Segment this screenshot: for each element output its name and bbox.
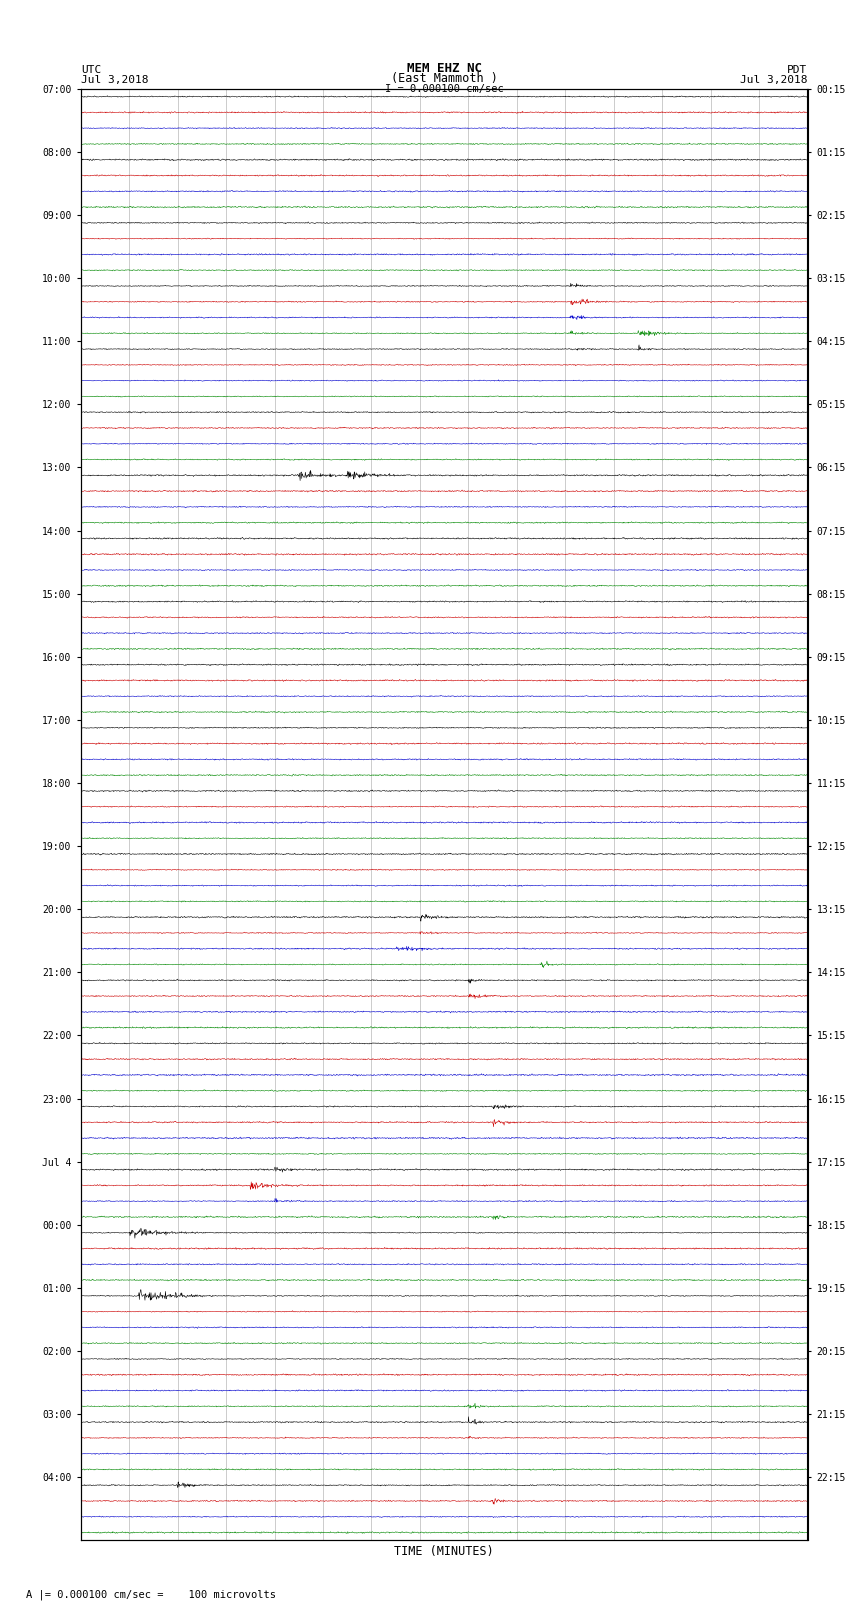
- Text: UTC: UTC: [81, 65, 101, 76]
- Text: Jul 3,2018: Jul 3,2018: [740, 74, 808, 84]
- Text: PDT: PDT: [787, 65, 808, 76]
- Text: MEM EHZ NC: MEM EHZ NC: [406, 61, 482, 76]
- Text: A |= 0.000100 cm/sec =    100 microvolts: A |= 0.000100 cm/sec = 100 microvolts: [26, 1589, 275, 1600]
- X-axis label: TIME (MINUTES): TIME (MINUTES): [394, 1545, 494, 1558]
- Text: Jul 3,2018: Jul 3,2018: [81, 74, 148, 84]
- Text: (East Mammoth ): (East Mammoth ): [391, 71, 497, 84]
- Text: I = 0.000100 cm/sec: I = 0.000100 cm/sec: [385, 84, 503, 94]
